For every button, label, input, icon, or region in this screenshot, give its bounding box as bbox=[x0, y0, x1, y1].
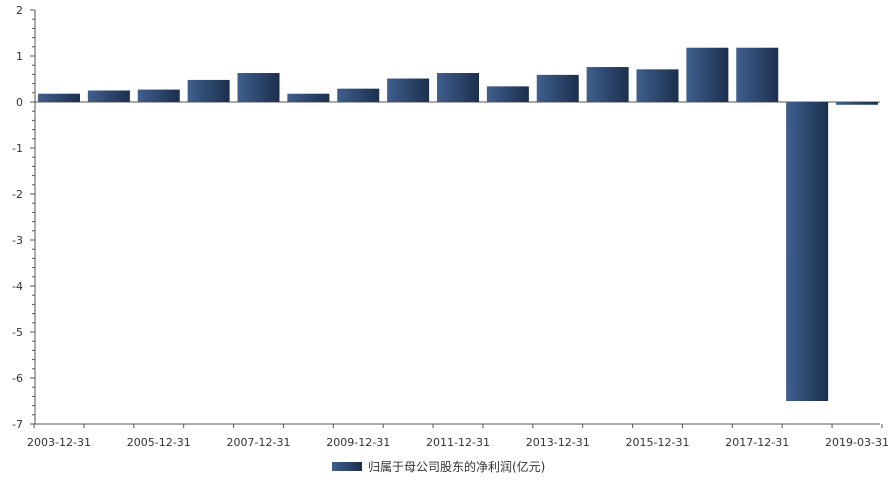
y-tick-label: -5 bbox=[12, 326, 23, 339]
x-tick-label: 2005-12-31 bbox=[127, 436, 191, 449]
y-tick-label: 1 bbox=[16, 50, 23, 63]
x-tick-label: 2007-12-31 bbox=[227, 436, 291, 449]
y-tick-label: -6 bbox=[12, 372, 23, 385]
y-tick-label: -7 bbox=[12, 418, 23, 431]
bar-2006-12-31[interactable] bbox=[187, 79, 230, 102]
y-axis: -7 -6 -5 -4 -3 -2 -1 0 1 2 bbox=[12, 4, 36, 431]
y-tick-label: -2 bbox=[12, 188, 23, 201]
bar-2018-12-31[interactable] bbox=[786, 102, 829, 401]
y-tick-label: -1 bbox=[12, 142, 23, 155]
x-tick-label: 2017-12-31 bbox=[725, 436, 789, 449]
x-tick-label: 2009-12-31 bbox=[326, 436, 390, 449]
x-tick-label: 2019-03-31 bbox=[825, 436, 889, 449]
bar-2004-12-31[interactable] bbox=[87, 90, 130, 103]
bar-2012-12-31[interactable] bbox=[486, 86, 529, 102]
bar-2007-12-31[interactable] bbox=[237, 73, 280, 102]
bars bbox=[38, 47, 878, 401]
legend-swatch bbox=[332, 462, 362, 471]
y-tick-label: 2 bbox=[16, 4, 23, 17]
bar-2014-12-31[interactable] bbox=[586, 67, 629, 102]
x-tick-label: 2011-12-31 bbox=[426, 436, 490, 449]
x-axis: 2003-12-31 2005-12-31 2007-12-31 2009-12-31… bbox=[27, 101, 889, 449]
legend-label: 归属于母公司股东的净利润(亿元) bbox=[368, 459, 545, 474]
bar-2005-12-31[interactable] bbox=[137, 89, 180, 102]
x-tick-label: 2015-12-31 bbox=[626, 436, 690, 449]
x-tick-label: 2003-12-31 bbox=[27, 436, 91, 449]
bar-2015-12-31[interactable] bbox=[636, 69, 679, 102]
bar-2010-12-31[interactable] bbox=[387, 78, 430, 102]
bar-2016-12-31[interactable] bbox=[686, 47, 729, 102]
bar-2011-12-31[interactable] bbox=[437, 73, 479, 102]
legend: 归属于母公司股东的净利润(亿元) bbox=[332, 459, 545, 474]
y-tick-label: -3 bbox=[12, 234, 23, 247]
y-tick-label: -4 bbox=[12, 280, 23, 293]
bar-2017-12-31[interactable] bbox=[736, 47, 779, 102]
y-tick-label: 0 bbox=[16, 96, 23, 109]
bar-2013-12-31[interactable] bbox=[536, 74, 579, 102]
bar-2009-12-31[interactable] bbox=[337, 88, 380, 102]
x-tick-label: 2013-12-31 bbox=[526, 436, 590, 449]
bar-2003-12-31[interactable] bbox=[38, 93, 80, 102]
bar-2008-12-31[interactable] bbox=[287, 93, 330, 102]
bar-2019-03-31[interactable] bbox=[836, 102, 878, 105]
